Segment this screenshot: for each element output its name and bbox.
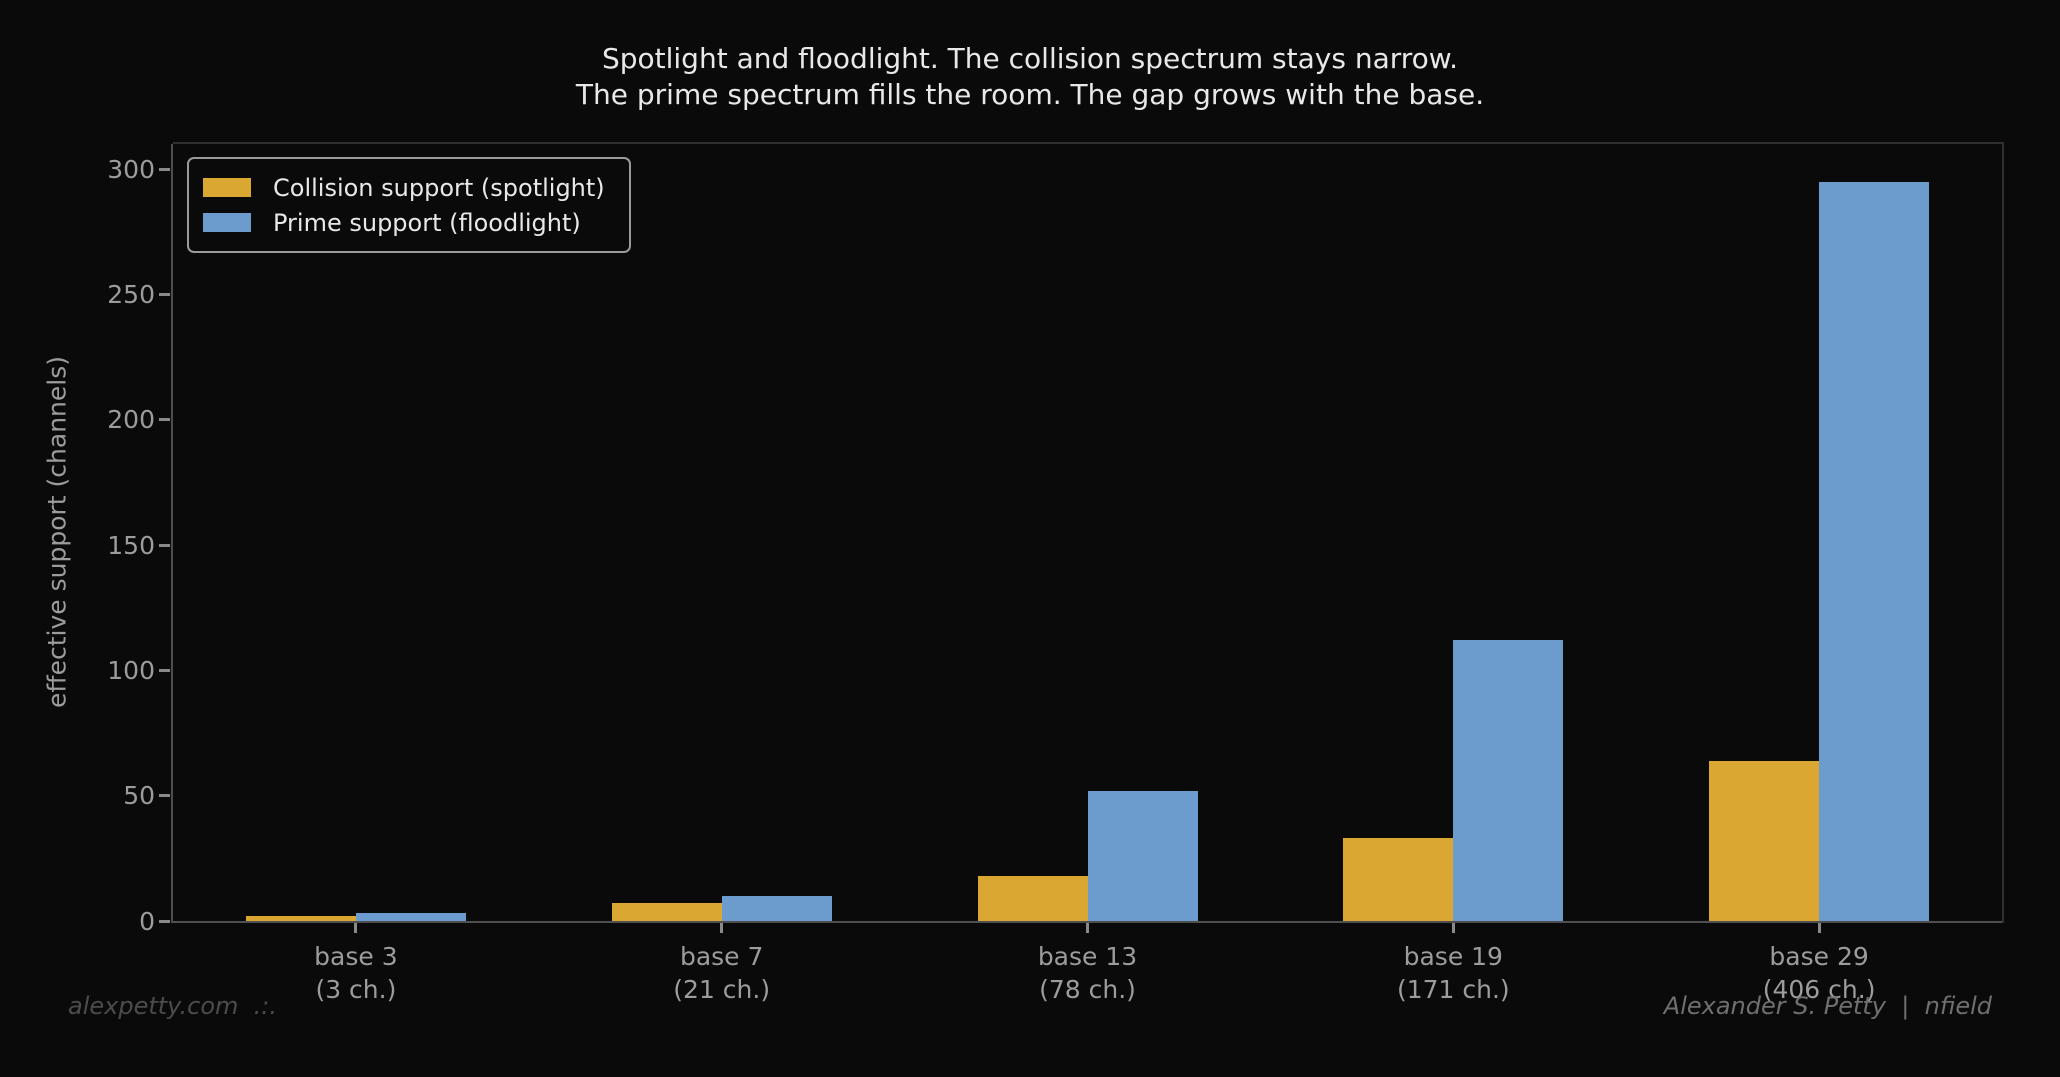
x-tick-mark-base-3 [354, 923, 358, 933]
y-axis-line [171, 144, 173, 923]
bar-prime-base-13 [1087, 790, 1198, 921]
bar-prime-base-29 [1819, 181, 1930, 921]
x-tick-label-base-3: base 3 (3 ch.) [196, 940, 516, 1006]
bar-prime-base-7 [721, 895, 832, 921]
plot-area: 0 50 100 150 200 250 300 base 3 (3 ch.) base 7 (2… [107, 142, 2004, 1004]
legend-items: Collision support (spotlight) Prime suppo… [203, 170, 605, 240]
plot-spine-top [173, 142, 2004, 144]
bar-collision-base-7 [611, 903, 722, 921]
y-tick-mark-100 [159, 668, 170, 672]
legend-entry-prime: Prime support (floodlight) [203, 205, 605, 240]
y-tick-label-200: 200 [107, 405, 155, 435]
chart-title-line1: Spotlight and floodlight. The collision … [601, 42, 1459, 75]
legend-label: Collision support (spotlight) [273, 173, 605, 202]
x-tick-base: base 13 [1037, 942, 1138, 971]
x-tick-label-base-19: base 19 (171 ch.) [1293, 940, 1613, 1006]
y-tick-mark-0 [159, 919, 170, 923]
bar-collision-base-19 [1343, 838, 1454, 921]
chart-title: Spotlight and floodlight. The collision … [0, 41, 2060, 113]
x-tick-base: base 3 [314, 942, 398, 971]
watermark-site: alexpetty.com .:. [68, 992, 277, 1020]
x-tick-label-base-7: base 7 (21 ch.) [562, 940, 882, 1006]
y-tick-label-50: 50 [123, 781, 155, 811]
y-tick-mark-200 [159, 418, 170, 422]
bar-collision-base-3 [245, 916, 356, 921]
y-tick-mark-300 [159, 167, 170, 171]
x-tick-label-base-13: base 13 (78 ch.) [928, 940, 1248, 1006]
x-tick-mark-base-13 [1086, 923, 1089, 933]
x-tick-base: base 7 [679, 942, 764, 971]
legend: Collision support (spotlight) Prime suppo… [187, 157, 631, 253]
y-tick-mark-250 [159, 292, 170, 296]
x-tick-channels: (3 ch.) [315, 975, 397, 1004]
x-tick-base: base 19 [1403, 942, 1503, 971]
legend-entry-collision: Collision support (spotlight) [203, 170, 605, 205]
chart-title-line2: The prime spectrum fills the room. The g… [575, 78, 1485, 111]
legend-swatch-collision [203, 178, 251, 197]
x-tick-base: base 29 [1769, 942, 1869, 971]
bar-collision-base-13 [977, 875, 1088, 921]
x-tick-channels: (406 ch.) [1762, 975, 1876, 1004]
plot-spine-right [2002, 142, 2004, 923]
y-tick-label-0: 0 [139, 906, 155, 936]
bar-prime-base-19 [1453, 640, 1564, 921]
bar-prime-base-3 [355, 913, 466, 921]
y-tick-label-100: 100 [107, 655, 155, 685]
y-tick-label-150: 150 [107, 530, 155, 560]
y-tick-mark-50 [159, 794, 170, 798]
y-tick-label-300: 300 [107, 154, 155, 184]
y-tick-mark-150 [159, 543, 170, 547]
x-tick-mark-base-19 [1451, 923, 1455, 933]
x-tick-channels: (171 ch.) [1396, 975, 1510, 1004]
x-tick-channels: (78 ch.) [1039, 975, 1136, 1004]
x-tick-label-base-29: base 29 (406 ch.) [1659, 940, 1979, 1006]
x-tick-channels: (21 ch.) [673, 975, 771, 1004]
x-axis-line [171, 921, 2002, 923]
bar-collision-base-29 [1709, 760, 1820, 921]
x-tick-mark-base-29 [1817, 923, 1821, 933]
legend-swatch-prime [203, 213, 251, 232]
legend-label: Prime support (floodlight) [273, 208, 581, 237]
x-tick-mark-base-7 [720, 923, 724, 933]
credit-author: Alexander S. Petty | nfield [1663, 992, 1992, 1020]
y-tick-label-250: 250 [107, 279, 155, 309]
